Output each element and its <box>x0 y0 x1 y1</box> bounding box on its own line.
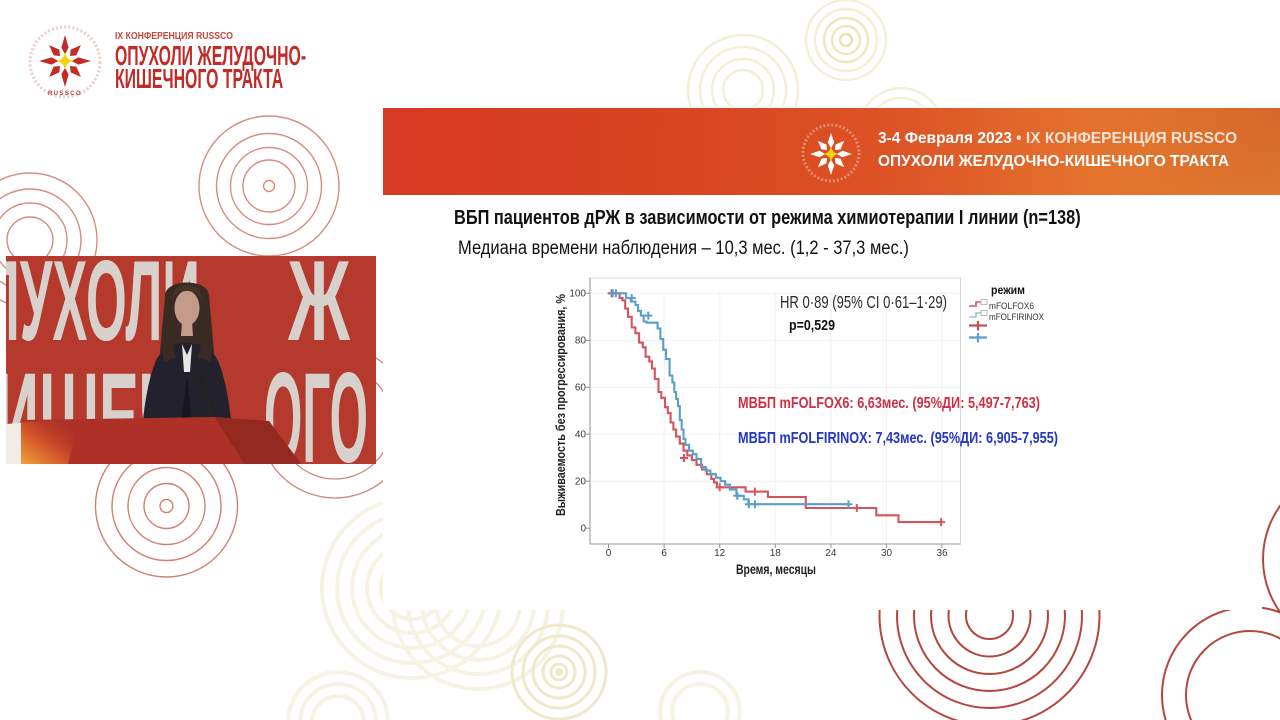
svg-text:18: 18 <box>770 548 782 559</box>
svg-text:МВБП mFOLFIRINOX: 7,43мес. (95: МВБП mFOLFIRINOX: 7,43мес. (95%ДИ: 6,905… <box>738 430 1058 447</box>
svg-text:36: 36 <box>936 548 948 559</box>
svg-text:24: 24 <box>825 548 837 559</box>
svg-text:Выживаемость без прогрессирова: Выживаемость без прогрессирования, % <box>553 294 568 516</box>
svg-text:0: 0 <box>606 548 612 559</box>
svg-text:mFOLFIRINOX: mFOLFIRINOX <box>989 312 1045 323</box>
svg-text:80: 80 <box>575 336 587 347</box>
svg-text:6: 6 <box>661 548 667 559</box>
svg-text:mFOLFOX6: mFOLFOX6 <box>989 301 1034 312</box>
svg-text:0: 0 <box>580 524 586 535</box>
svg-text:p=0,529: p=0,529 <box>789 318 835 334</box>
svg-text:100: 100 <box>569 289 586 300</box>
svg-text:30: 30 <box>881 548 893 559</box>
svg-text:Ж: Ж <box>287 256 350 365</box>
svg-text:60: 60 <box>575 383 587 394</box>
svg-text:RUSSCO: RUSSCO <box>48 91 82 97</box>
svg-text:Время, месяцы: Время, месяцы <box>736 562 816 577</box>
svg-text:МВБП mFOLFOX6: 6,63мес. (95%ДИ: МВБП mFOLFOX6: 6,63мес. (95%ДИ: 5,497-7,… <box>738 395 1040 412</box>
svg-text:12: 12 <box>714 548 726 559</box>
svg-text:режим: режим <box>991 285 1025 297</box>
svg-text:40: 40 <box>575 430 587 441</box>
svg-text:HR 0·89 (95% CI 0·61–1·29): HR 0·89 (95% CI 0·61–1·29) <box>780 292 947 312</box>
svg-text:20: 20 <box>575 477 587 488</box>
